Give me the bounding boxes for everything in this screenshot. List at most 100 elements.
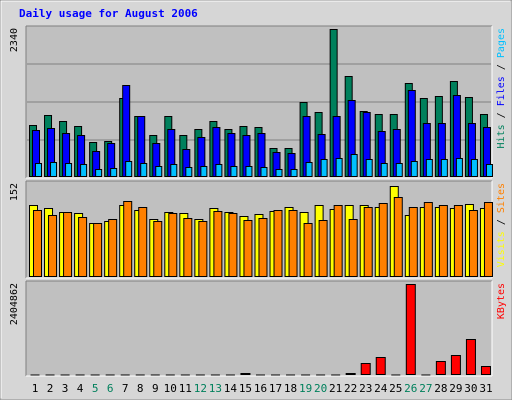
bar-kbytes (45, 374, 55, 376)
bar-kbytes (75, 374, 85, 376)
legend-entry-files: Files (496, 76, 507, 106)
bar-pages (485, 164, 493, 177)
x-tick-label: 15 (239, 382, 252, 395)
bar-sites (123, 201, 133, 277)
bar-kbytes (286, 374, 296, 376)
bar-pages (245, 166, 253, 177)
bar-sites (333, 205, 343, 277)
y-axis-max-label-requests: 2340 (9, 28, 20, 52)
bar-sites (228, 213, 238, 277)
legend-separator: / (496, 213, 507, 231)
bar-pages (290, 169, 298, 177)
x-tick-label: 18 (284, 382, 297, 395)
bar-pages (65, 163, 73, 177)
legend-entry-hits: Hits (496, 124, 507, 148)
bar-sites (303, 223, 313, 277)
bar-kbytes (225, 374, 235, 376)
bar-sites (273, 210, 283, 277)
bar-kbytes (301, 374, 311, 376)
bar-kbytes (60, 374, 70, 376)
bar-kbytes (30, 374, 40, 376)
bar-sites (63, 212, 73, 277)
bar-kbytes (405, 284, 416, 375)
legend-entry-sites: Sites (496, 183, 507, 213)
bar-sites (468, 210, 478, 277)
y-axis-max-label-sites: 152 (9, 183, 20, 201)
x-tick-label: 10 (164, 382, 177, 395)
bar-sites (483, 202, 493, 277)
bar-kbytes (120, 374, 130, 376)
bar-pages (455, 158, 463, 177)
x-tick-label: 17 (269, 382, 282, 395)
x-tick-label: 19 (299, 382, 312, 395)
x-tick-label: 11 (179, 382, 192, 395)
legend-entry-pages: Pages (496, 28, 507, 58)
chart-title: Daily usage for August 2006 (19, 7, 198, 20)
bar-pages (125, 161, 133, 177)
bar-sites (423, 202, 433, 277)
bar-sites (438, 205, 448, 277)
bar-pages (365, 159, 373, 177)
bar-kbytes (450, 355, 461, 375)
bar-sites (153, 221, 163, 277)
bar-pages (440, 159, 448, 177)
bar-sites (48, 215, 58, 277)
bar-pages (215, 164, 223, 177)
x-tick-label: 8 (137, 382, 144, 395)
legend-sites: Visits / Sites (496, 183, 507, 267)
x-tick-label: 2 (47, 382, 54, 395)
bar-sites (408, 207, 418, 277)
panel-kbytes-background (26, 281, 492, 376)
x-tick-label: 30 (464, 382, 477, 395)
bar-sites (33, 210, 42, 277)
panel-kbytes: 2404862 KBytes (9, 280, 507, 377)
x-tick-label: 7 (122, 382, 129, 395)
bar-kbytes (480, 366, 491, 375)
bar-kbytes (331, 374, 341, 376)
x-tick-label: 21 (329, 382, 342, 395)
bar-pages (155, 166, 163, 177)
bar-sites (138, 207, 148, 277)
bars-kbytes (30, 284, 491, 376)
bar-pages (350, 154, 358, 177)
bar-kbytes (271, 374, 281, 376)
bar-pages (260, 167, 268, 177)
chart-panels: 2340 Hits / Files / Pages 152 Visits / Site… (9, 25, 507, 377)
bar-kbytes (195, 374, 205, 376)
y-axis-max-label-kbytes: 2404862 (9, 283, 20, 325)
bar-kbytes (375, 357, 386, 375)
bar-pages (80, 164, 88, 177)
bar-sites (378, 203, 388, 277)
bar-kbytes (240, 373, 251, 375)
bar-pages (185, 167, 193, 177)
legend-separator: / (496, 106, 507, 124)
legend-requests: Hits / Files / Pages (496, 28, 507, 148)
bar-sites (348, 219, 358, 277)
bar-sites (243, 220, 253, 277)
bar-kbytes (255, 374, 265, 376)
bar-pages (50, 162, 58, 177)
bar-pages (335, 158, 343, 177)
bar-pages (170, 164, 178, 177)
bar-sites (288, 210, 298, 277)
x-tick-label: 16 (254, 382, 267, 395)
bar-sites (213, 211, 223, 277)
x-tick-label: 23 (359, 382, 372, 395)
bar-sites (108, 219, 118, 277)
bar-pages (425, 159, 433, 177)
bar-sites (318, 220, 328, 277)
bar-pages (140, 163, 148, 177)
legend-entry-visits: Visits (496, 231, 507, 267)
x-tick-label: 12 (194, 382, 207, 395)
bar-kbytes (210, 374, 220, 376)
x-tick-label: 14 (224, 382, 238, 395)
x-tick-label: 31 (479, 382, 492, 395)
bar-sites (393, 197, 403, 277)
x-tick-label: 20 (314, 382, 327, 395)
bar-kbytes (316, 374, 326, 376)
bar-kbytes (90, 374, 100, 376)
bar-pages (230, 166, 238, 177)
bar-sites (258, 218, 268, 277)
